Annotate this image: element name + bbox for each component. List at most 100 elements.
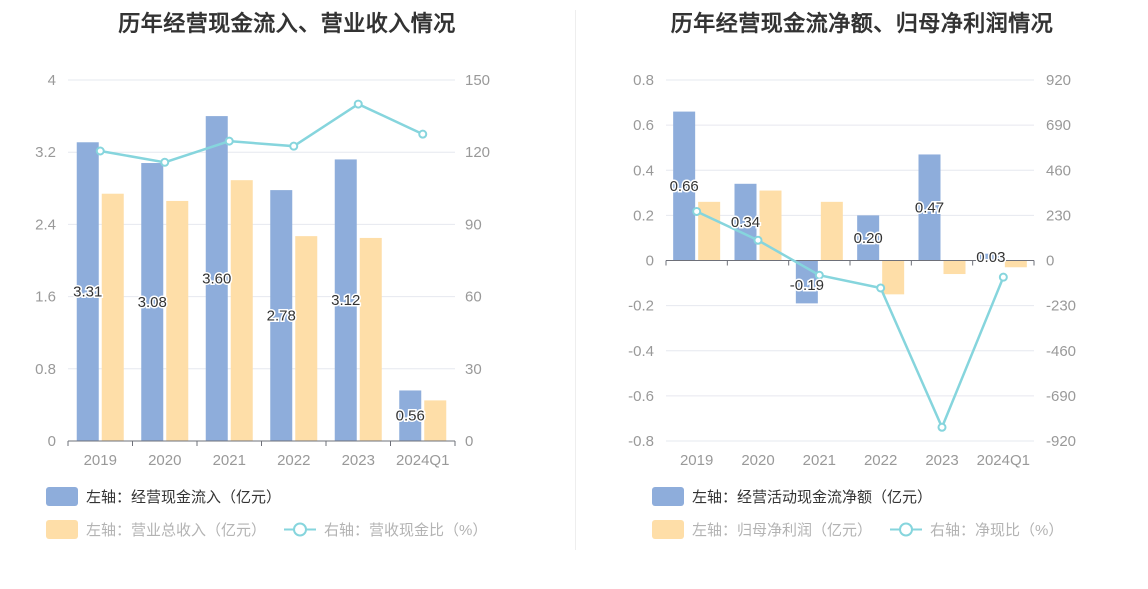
data-label: 0.03 bbox=[976, 249, 1005, 266]
bar bbox=[76, 142, 99, 441]
y-right-tick-label: -690 bbox=[1046, 388, 1076, 405]
bar bbox=[101, 193, 124, 441]
y-right-tick-label: -230 bbox=[1046, 298, 1076, 315]
data-label: 0.56 bbox=[396, 408, 425, 425]
legend-swatch-yellow bbox=[46, 520, 78, 539]
y-right-tick-label: 60 bbox=[465, 289, 482, 306]
x-tick-label: 2021 bbox=[213, 452, 246, 469]
y-left-tick-label: 1.6 bbox=[35, 289, 56, 306]
legend-item-cash-inflow[interactable]: 左轴：经营现金流入（亿元） bbox=[46, 486, 281, 507]
y-right-tick-label: -460 bbox=[1046, 343, 1076, 360]
y-left-tick-label: 0.2 bbox=[633, 207, 654, 224]
y-right-tick-label: -920 bbox=[1046, 433, 1076, 450]
line-point bbox=[418, 129, 428, 139]
y-left-tick-label: 0.8 bbox=[35, 361, 56, 378]
y-right-tick-label: 150 bbox=[465, 72, 490, 89]
chart-plot-left: 0 0 0.8 30 1.6 60 2.4 90 3.2 120 4 150 2019 2020 2021 2… bbox=[35, 72, 490, 469]
bar bbox=[295, 236, 318, 441]
chart-plot-right: -0.8 -920 -0.6 -690 -0.4 -460 -0.2 -230 0 0 0.2 230… bbox=[628, 72, 1076, 469]
x-tick-label: 2023 bbox=[342, 452, 375, 469]
y-left-tick-label: -0.6 bbox=[628, 388, 654, 405]
legend-label: 左轴：营业总收入（亿元） bbox=[86, 522, 267, 539]
legend-label: 左轴：经营现金流入（亿元） bbox=[86, 489, 282, 506]
y-left-tick-label: 0.8 bbox=[633, 72, 654, 89]
data-label: 2.78 bbox=[267, 308, 296, 325]
x-tick-label: 2019 bbox=[84, 452, 117, 469]
data-label: -0.19 bbox=[790, 277, 824, 294]
y-right-tick-label: 230 bbox=[1046, 207, 1071, 224]
series-line bbox=[696, 210, 1005, 431]
y-right-tick-label: 920 bbox=[1046, 72, 1071, 89]
bar bbox=[943, 260, 966, 275]
bar bbox=[698, 201, 721, 261]
bar bbox=[270, 190, 293, 441]
bar bbox=[359, 237, 382, 441]
bar bbox=[1004, 260, 1027, 268]
line-point bbox=[353, 99, 363, 109]
chart-panel-left: 历年经营现金流入、营业收入情况 0 0 0.8 30 1.6 60 2.4 90 3.2 120 4… bbox=[35, 11, 490, 540]
y-left-tick-label: 4 bbox=[48, 72, 56, 89]
bar bbox=[399, 390, 422, 441]
bar bbox=[205, 116, 228, 441]
y-right-tick-label: 120 bbox=[465, 144, 490, 161]
y-left-tick-label: 3.2 bbox=[35, 144, 56, 161]
bar bbox=[918, 154, 941, 261]
line-point bbox=[814, 270, 824, 280]
bar bbox=[734, 183, 757, 261]
line-point bbox=[95, 146, 105, 156]
bar bbox=[979, 253, 1002, 261]
data-label: 0.20 bbox=[854, 230, 883, 247]
y-left-tick-label: 2.4 bbox=[35, 216, 56, 233]
chart-panel-right: 历年经营现金流净额、归母净利润情况 -0.8 -920 -0.6 -690 -0.4 -4… bbox=[576, 0, 1148, 589]
chart-title: 历年经营现金流入、营业收入情况 bbox=[118, 11, 456, 36]
legend-swatch-blue bbox=[652, 487, 684, 506]
legend-line-icon bbox=[284, 522, 317, 537]
panel-divider bbox=[575, 10, 576, 550]
data-label: 0.34 bbox=[731, 214, 760, 231]
series-line bbox=[100, 102, 424, 164]
legend-line-icon bbox=[890, 522, 923, 537]
line-point bbox=[160, 157, 170, 167]
legend-label: 左轴：经营活动现金流净额（亿元） bbox=[692, 489, 933, 506]
legend-label: 左轴：归母净利润（亿元） bbox=[692, 522, 873, 539]
data-label: 3.60 bbox=[202, 271, 231, 288]
bar bbox=[882, 260, 905, 295]
x-tick-label: 2024Q1 bbox=[396, 452, 449, 469]
line-point bbox=[876, 283, 886, 293]
y-right-tick-label: 0 bbox=[1046, 253, 1054, 270]
x-tick-label: 2021 bbox=[803, 452, 836, 469]
y-left-tick-label: 0.6 bbox=[633, 117, 654, 134]
legend-item-net-cash-ratio[interactable]: 右轴：净现比（%） bbox=[890, 519, 1063, 540]
legend-label: 右轴：营收现金比（%） bbox=[324, 522, 488, 539]
x-tick-label: 2022 bbox=[864, 452, 897, 469]
x-tick-label: 2020 bbox=[741, 452, 774, 469]
chart-title: 历年经营现金流净额、归母净利润情况 bbox=[670, 11, 1054, 36]
y-left-tick-label: 0 bbox=[646, 253, 654, 270]
line-point bbox=[289, 141, 299, 151]
bar bbox=[820, 201, 843, 261]
legend-item-ratio[interactable]: 右轴：营收现金比（%） bbox=[284, 519, 487, 540]
bar bbox=[230, 180, 253, 442]
data-label: 3.12 bbox=[331, 292, 360, 309]
y-right-tick-label: 0 bbox=[465, 433, 473, 450]
data-label: 0.47 bbox=[915, 199, 944, 216]
legend-item-net-cash-flow[interactable]: 左轴：经营活动现金流净额（亿元） bbox=[652, 486, 932, 507]
bar bbox=[141, 163, 164, 441]
legend-swatch-blue bbox=[46, 487, 78, 506]
y-right-tick-label: 690 bbox=[1046, 117, 1071, 134]
legend-item-revenue[interactable]: 左轴：营业总收入（亿元） bbox=[46, 519, 266, 540]
y-left-tick-label: -0.8 bbox=[628, 433, 654, 450]
bar bbox=[424, 400, 447, 441]
bar bbox=[759, 190, 782, 261]
line-point bbox=[692, 206, 702, 216]
legend-label: 右轴：净现比（%） bbox=[930, 522, 1064, 539]
y-left-tick-label: 0.4 bbox=[633, 162, 654, 179]
legend-item-net-profit[interactable]: 左轴：归母净利润（亿元） bbox=[652, 519, 872, 540]
legend-swatch-yellow bbox=[652, 520, 684, 539]
y-right-tick-label: 30 bbox=[465, 361, 482, 378]
y-right-tick-label: 460 bbox=[1046, 162, 1071, 179]
x-tick-label: 2020 bbox=[148, 452, 181, 469]
bar bbox=[857, 215, 880, 261]
data-label: 3.08 bbox=[138, 294, 167, 311]
y-right-tick-label: 90 bbox=[465, 216, 482, 233]
